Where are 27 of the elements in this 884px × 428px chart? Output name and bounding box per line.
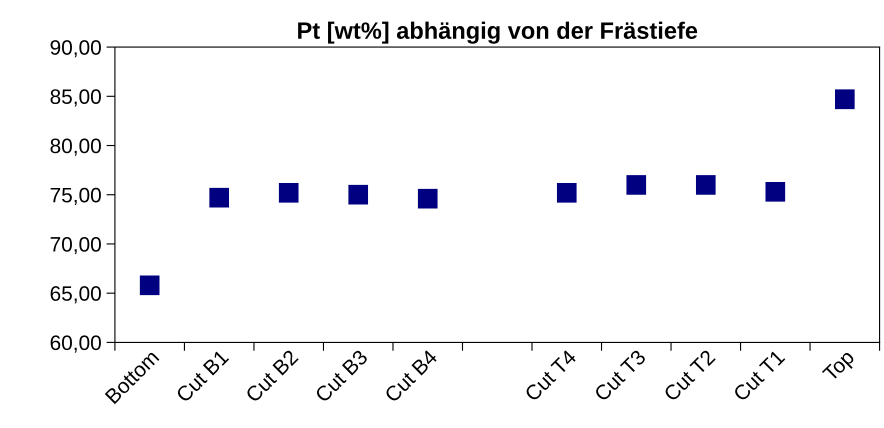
x-tick-label: Top <box>822 349 858 386</box>
x-tick-label: Cut B3 <box>314 348 368 404</box>
point <box>278 182 299 203</box>
x-tick-label: Cut T1 <box>732 349 786 402</box>
y-tick-label: 90,00 <box>50 40 101 58</box>
y-tick-label: 75,00 <box>50 188 101 205</box>
x-tick-label: Cut T2 <box>662 349 716 402</box>
x-tick-label: Cut T3 <box>593 348 646 402</box>
point <box>696 175 716 195</box>
y-tick-label: 60,00 <box>50 335 101 353</box>
x-tick-label: Cut B4 <box>384 348 438 404</box>
x-tick-label: Cut T4 <box>524 348 578 402</box>
x-tick-label: Cut B1 <box>175 349 230 404</box>
y-tick-label: 70,00 <box>50 236 101 254</box>
point <box>418 188 438 208</box>
point <box>556 182 577 203</box>
point <box>140 275 160 296</box>
point <box>835 89 855 110</box>
point <box>209 188 230 208</box>
x-tick-label: Cut B2 <box>244 349 299 404</box>
point <box>348 184 368 205</box>
chart-title: Pt [wt%] abhängig von der Frästiefe <box>298 22 698 44</box>
point <box>626 175 646 195</box>
y-tick-label: 85,00 <box>50 89 101 107</box>
y-tick-label: 80,00 <box>50 138 101 156</box>
y-tick-label: 65,00 <box>50 286 101 304</box>
point <box>765 182 786 202</box>
